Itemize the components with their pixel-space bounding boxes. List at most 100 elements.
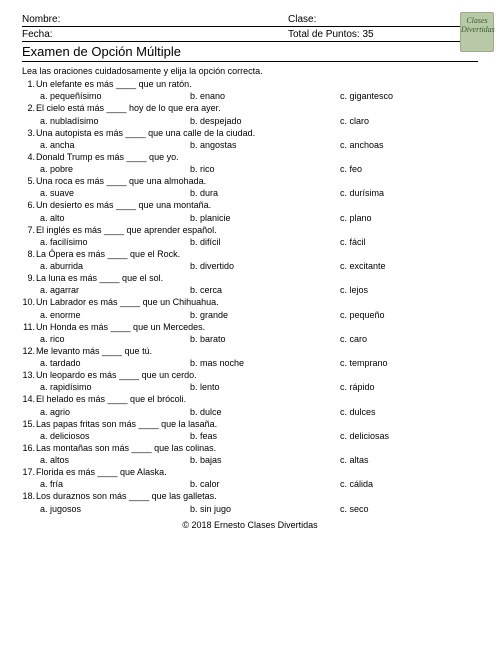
option-b[interactable]: b. lento — [190, 382, 340, 392]
question-text: La luna es más ____ que el sol. — [36, 273, 478, 284]
option-b[interactable]: b. angostas — [190, 140, 340, 150]
questions-list: 1.Un elefante es más ____ que un ratón.a… — [22, 79, 478, 514]
question-text: Un leopardo es más ____ que un cerdo. — [36, 370, 478, 381]
option-a[interactable]: a. jugosos — [40, 504, 190, 514]
option-a[interactable]: a. enorme — [40, 310, 190, 320]
points-label: Total de Puntos: 35 — [288, 29, 478, 40]
option-a[interactable]: a. altos — [40, 455, 190, 465]
question-text: Me levanto más ____ que tú. — [36, 346, 478, 357]
option-c[interactable]: c. rápido — [340, 382, 478, 392]
option-b[interactable]: b. divertido — [190, 261, 340, 271]
question-number: 14. — [22, 394, 35, 404]
option-a[interactable]: a. deliciosos — [40, 431, 190, 441]
option-c[interactable]: c. excitante — [340, 261, 478, 271]
options-row: a. agarrarb. cercac. lejos — [36, 285, 478, 295]
question-item: 1.Un elefante es más ____ que un ratón.a… — [22, 79, 478, 101]
question-text: Una roca es más ____ que una almohada. — [36, 176, 478, 187]
option-a[interactable]: a. fría — [40, 479, 190, 489]
question-text: Un elefante es más ____ que un ratón. — [36, 79, 478, 90]
question-number: 10. — [22, 297, 35, 307]
options-row: a. tardadob. mas nochec. temprano — [36, 358, 478, 368]
question-number: 1. — [22, 79, 35, 89]
option-b[interactable]: b. cerca — [190, 285, 340, 295]
option-c[interactable]: c. anchoas — [340, 140, 478, 150]
option-b[interactable]: b. rico — [190, 164, 340, 174]
question-item: 14.El helado es más ____ que el brócoli.… — [22, 394, 478, 416]
question-text: Los duraznos son más ____ que las gallet… — [36, 491, 478, 502]
option-c[interactable]: c. pequeño — [340, 310, 478, 320]
option-c[interactable]: c. feo — [340, 164, 478, 174]
question-number: 11. — [22, 322, 35, 332]
question-text: Un Labrador es más ____ que un Chihuahua… — [36, 297, 478, 308]
question-text: El inglés es más ____ que aprender españ… — [36, 225, 478, 236]
instructions-text: Lea las oraciones cuidadosamente y elija… — [22, 66, 478, 76]
option-a[interactable]: a. suave — [40, 188, 190, 198]
option-a[interactable]: a. pobre — [40, 164, 190, 174]
option-a[interactable]: a. alto — [40, 213, 190, 223]
option-c[interactable]: c. claro — [340, 116, 478, 126]
option-c[interactable]: c. caro — [340, 334, 478, 344]
option-c[interactable]: c. temprano — [340, 358, 478, 368]
option-a[interactable]: a. tardado — [40, 358, 190, 368]
question-item: 15.Las papas fritas son más ____ que la … — [22, 419, 478, 441]
option-a[interactable]: a. agarrar — [40, 285, 190, 295]
question-item: 2.El cielo está más ____ hoy de lo que e… — [22, 103, 478, 125]
option-a[interactable]: a. rico — [40, 334, 190, 344]
question-item: 5.Una roca es más ____ que una almohada.… — [22, 176, 478, 198]
option-b[interactable]: b. grande — [190, 310, 340, 320]
option-b[interactable]: b. mas noche — [190, 358, 340, 368]
option-a[interactable]: a. facilísimo — [40, 237, 190, 247]
option-c[interactable]: c. lejos — [340, 285, 478, 295]
options-row: a. agriob. dulcec. dulces — [36, 407, 478, 417]
option-a[interactable]: a. agrio — [40, 407, 190, 417]
option-b[interactable]: b. planicie — [190, 213, 340, 223]
question-number: 17. — [22, 467, 35, 477]
option-c[interactable]: c. altas — [340, 455, 478, 465]
question-item: 13.Un leopardo es más ____ que un cerdo.… — [22, 370, 478, 392]
option-b[interactable]: b. barato — [190, 334, 340, 344]
option-c[interactable]: c. cálida — [340, 479, 478, 489]
option-b[interactable]: b. feas — [190, 431, 340, 441]
question-number: 2. — [22, 103, 35, 113]
title-row: Examen de Opción Múltiple — [22, 44, 478, 62]
options-row: a. enormeb. grandec. pequeño — [36, 310, 478, 320]
option-c[interactable]: c. seco — [340, 504, 478, 514]
option-b[interactable]: b. sin jugo — [190, 504, 340, 514]
option-b[interactable]: b. dulce — [190, 407, 340, 417]
brand-logo: Clases Divertidas — [460, 12, 494, 52]
option-c[interactable]: c. dulces — [340, 407, 478, 417]
option-c[interactable]: c. deliciosas — [340, 431, 478, 441]
option-a[interactable]: a. rapidísimo — [40, 382, 190, 392]
options-row: a. jugososb. sin jugoc. seco — [36, 504, 478, 514]
option-a[interactable]: a. pequeñísimo — [40, 91, 190, 101]
option-c[interactable]: c. durísima — [340, 188, 478, 198]
option-a[interactable]: a. aburrida — [40, 261, 190, 271]
question-number: 9. — [22, 273, 35, 283]
question-item: 9.La luna es más ____ que el sol.a. agar… — [22, 273, 478, 295]
option-c[interactable]: c. fácil — [340, 237, 478, 247]
option-a[interactable]: a. ancha — [40, 140, 190, 150]
option-b[interactable]: b. difícil — [190, 237, 340, 247]
options-row: a. facilísimob. difícilc. fácil — [36, 237, 478, 247]
option-c[interactable]: c. plano — [340, 213, 478, 223]
copyright-footer: © 2018 Ernesto Clases Divertidas — [22, 520, 478, 530]
question-item: 4.Donald Trump es más ____ que yo.a. pob… — [22, 152, 478, 174]
question-text: Las montañas son más ____ que las colina… — [36, 443, 478, 454]
options-row: a. nubladísimob. despejadoc. claro — [36, 116, 478, 126]
option-b[interactable]: b. despejado — [190, 116, 340, 126]
question-number: 12. — [22, 346, 35, 356]
question-number: 18. — [22, 491, 35, 501]
option-c[interactable]: c. gigantesco — [340, 91, 478, 101]
question-number: 16. — [22, 443, 35, 453]
header-row-2: Fecha: Total de Puntos: 35 — [22, 29, 478, 42]
question-number: 8. — [22, 249, 35, 259]
question-text: Un desierto es más ____ que una montaña. — [36, 200, 478, 211]
option-b[interactable]: b. enano — [190, 91, 340, 101]
option-a[interactable]: a. nubladísimo — [40, 116, 190, 126]
option-b[interactable]: b. calor — [190, 479, 340, 489]
options-row: a. rapidísimob. lentoc. rápido — [36, 382, 478, 392]
question-number: 3. — [22, 128, 35, 138]
class-label: Clase: — [288, 14, 478, 25]
option-b[interactable]: b. bajas — [190, 455, 340, 465]
option-b[interactable]: b. dura — [190, 188, 340, 198]
